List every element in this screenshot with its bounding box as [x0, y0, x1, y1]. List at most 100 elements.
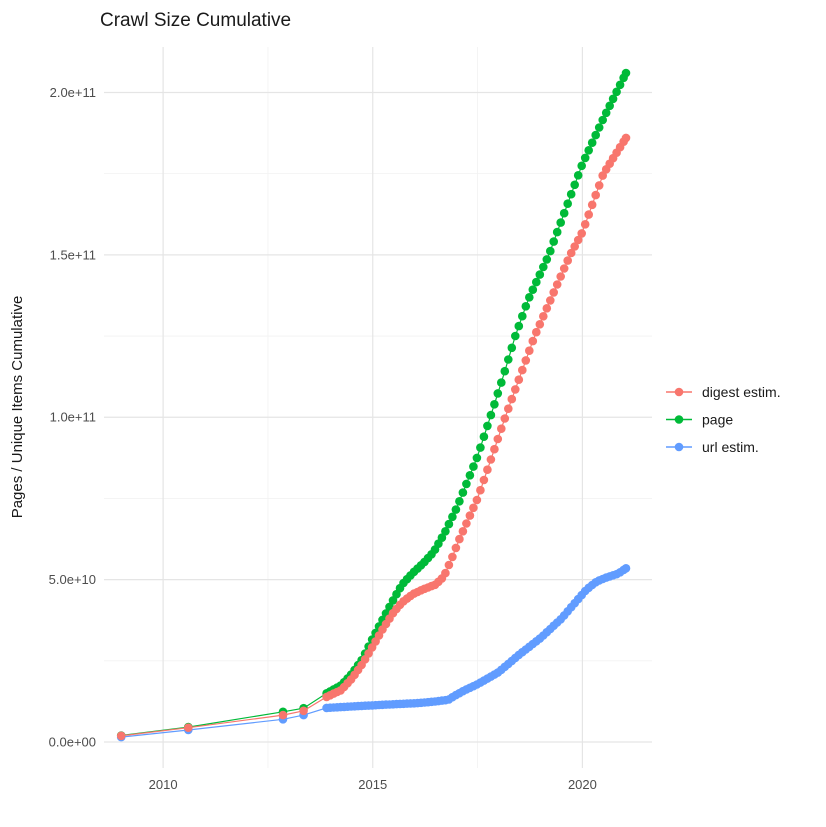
legend-item-label: page [702, 412, 733, 428]
y-tick-label: 2.0e+11 [50, 85, 96, 100]
data-point [549, 237, 558, 246]
data-point [542, 255, 552, 264]
data-point [601, 108, 611, 118]
data-point [462, 479, 471, 489]
data-point [559, 264, 569, 273]
data-point [511, 331, 520, 341]
data-point [479, 432, 489, 442]
data-point [546, 296, 555, 305]
data-point [490, 400, 499, 409]
legend-key-point [674, 442, 684, 452]
data-point [525, 293, 534, 302]
data-point [448, 552, 457, 562]
data-point [507, 343, 517, 353]
grid-major-lines [104, 47, 652, 768]
data-point [458, 527, 468, 536]
data-point [615, 80, 625, 90]
data-point [476, 485, 485, 495]
data-point [549, 288, 558, 297]
data-point [385, 602, 394, 612]
data-point [441, 568, 450, 578]
data-point [577, 229, 586, 238]
data-point [573, 235, 583, 245]
data-point [507, 394, 517, 404]
x-tick-label: 2020 [568, 777, 597, 792]
data-point [566, 189, 576, 199]
data-point [563, 256, 572, 265]
data-point [580, 220, 590, 229]
data-point [546, 246, 555, 256]
data-point [184, 723, 193, 732]
data-point [598, 115, 607, 125]
series-layer [116, 68, 631, 742]
data-point [472, 495, 482, 505]
data-point [493, 389, 503, 398]
data-point [577, 161, 586, 171]
x-tick-label: 2015 [358, 777, 387, 792]
data-point [525, 346, 534, 356]
data-point [469, 462, 478, 471]
data-point [584, 146, 593, 155]
data-point [455, 497, 464, 506]
data-point [479, 475, 489, 485]
data-point [462, 519, 471, 528]
data-point [444, 560, 454, 570]
data-point [573, 171, 583, 180]
data-point [528, 285, 538, 295]
data-point [444, 519, 454, 529]
data-point [514, 321, 524, 331]
data-point [591, 190, 600, 200]
data-point [116, 731, 126, 741]
data-point [500, 414, 510, 423]
legend-key-point [674, 387, 684, 397]
data-point [278, 710, 288, 720]
data-point [469, 503, 478, 513]
data-point [483, 465, 492, 475]
data-point [465, 471, 475, 480]
data-point [539, 262, 548, 272]
data-point [621, 564, 631, 573]
data-point [535, 270, 545, 279]
data-point [587, 200, 597, 210]
legend-item-label: url estim. [702, 439, 759, 455]
data-point [566, 248, 576, 258]
grid-minor-lines [104, 47, 652, 768]
data-point [504, 404, 513, 414]
data-point [521, 302, 531, 311]
data-point [472, 453, 482, 463]
data-point [563, 199, 572, 208]
data-point [497, 378, 506, 387]
data-point [570, 242, 579, 251]
data-point [535, 320, 545, 329]
data-point [621, 68, 631, 78]
axis-tick-labels: 0.0e+00 5.0e+10 1.0e+11 1.5e+11 2.0e+11 2010 2… [49, 85, 597, 792]
data-point [556, 272, 565, 281]
data-point [500, 366, 510, 376]
data-point [476, 443, 485, 452]
data-point [532, 327, 541, 337]
series-digest-estim- [116, 133, 631, 741]
data-point [591, 130, 600, 140]
data-point [612, 87, 621, 97]
data-point [587, 138, 597, 147]
data-point [605, 101, 614, 111]
y-tick-label: 1.0e+11 [50, 410, 96, 425]
data-point [539, 312, 548, 321]
data-point [451, 543, 461, 553]
data-point [486, 410, 496, 420]
chart-title: Crawl Size Cumulative [100, 10, 291, 31]
data-point [594, 123, 604, 132]
data-point [299, 706, 308, 716]
data-point [451, 505, 461, 514]
data-point [580, 153, 590, 163]
legend: digest estim. page url estim. [666, 384, 781, 455]
data-point [608, 94, 618, 104]
data-point [552, 280, 562, 289]
series-url-estim- [116, 564, 631, 742]
y-tick-label: 5.0e+10 [49, 572, 96, 587]
data-point [584, 210, 593, 219]
data-point [542, 304, 552, 313]
data-point [448, 512, 457, 522]
data-point [458, 488, 468, 497]
